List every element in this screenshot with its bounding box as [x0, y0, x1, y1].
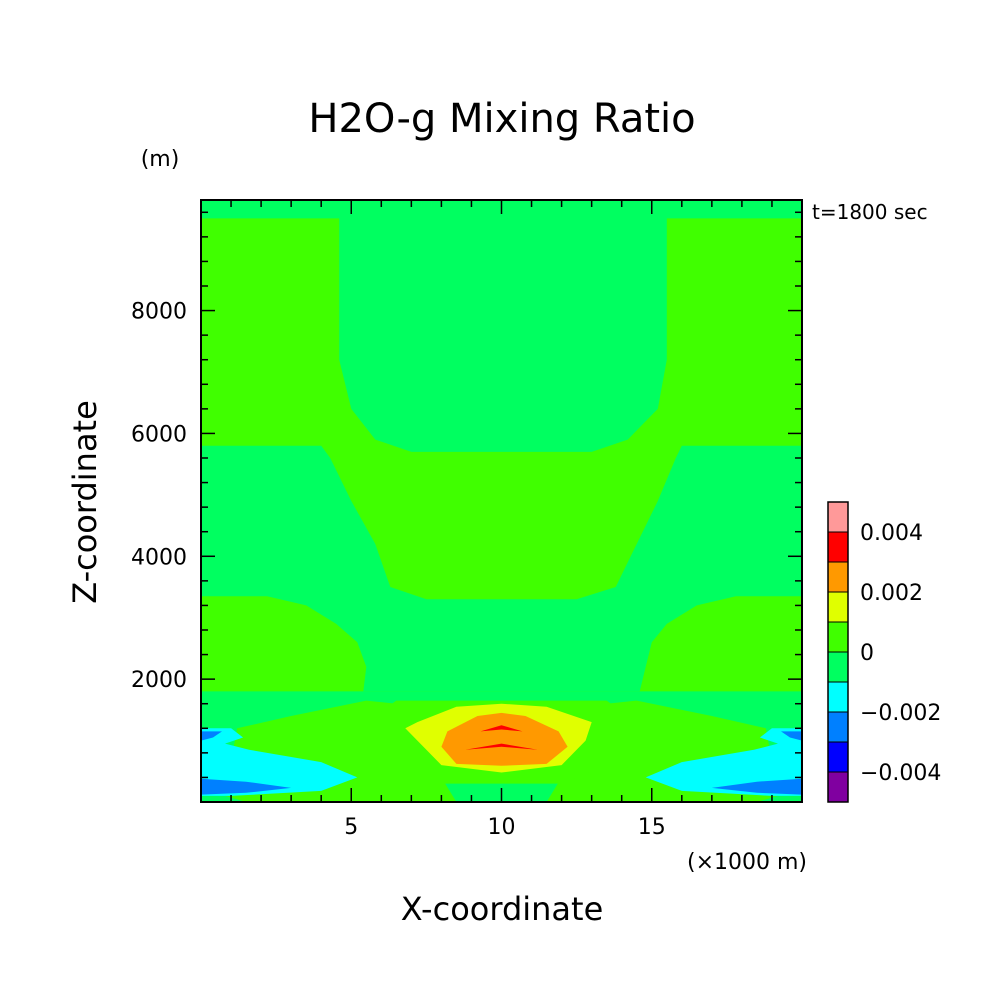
colorbar-swatch: [827, 591, 849, 623]
colorbar-label: 0.002: [860, 581, 923, 606]
colorbar-swatch: [827, 561, 849, 593]
chart-title: H2O-g Mixing Ratio: [308, 96, 695, 142]
contour-region-15: [781, 731, 802, 741]
colorbar-swatch: [827, 711, 849, 743]
contour-region-13: [201, 731, 222, 741]
axes: 5 10 15 2000 4000 6000 8000: [131, 199, 803, 840]
colorbar-swatch: [827, 501, 849, 533]
x-unit-label: (×1000 m): [687, 850, 807, 875]
y-tick-label: 6000: [131, 422, 187, 447]
x-tick-label: 10: [488, 815, 516, 840]
contour-region-11: [201, 728, 358, 796]
colorbar-swatch: [827, 771, 849, 803]
colorbar-swatch: [827, 741, 849, 773]
contour-region-8: [441, 712, 568, 766]
colorbar-swatch: [827, 531, 849, 563]
y-axis-title: Z-coordinate: [66, 400, 104, 604]
colorbar-swatch: [827, 651, 849, 683]
colorbar-frame: [827, 501, 849, 803]
contour-region-1: [201, 200, 802, 452]
colorbar-label: 0.004: [860, 521, 923, 546]
contour-fills: [201, 200, 802, 802]
contour-region-14: [201, 778, 292, 795]
colorbar: −0.004 −0.002 0 0.002 0.004: [827, 501, 941, 803]
x-tick-label: 5: [344, 815, 358, 840]
colorbar-swatch: [827, 621, 849, 653]
contour-region-9: [480, 725, 523, 732]
time-label: t=1800 sec: [812, 200, 928, 224]
y-tick-label: 4000: [131, 545, 187, 570]
colorbar-label: −0.002: [860, 701, 941, 726]
contour-region-10: [465, 743, 538, 750]
y-tick-label: 2000: [131, 668, 187, 693]
contour-region-2: [201, 445, 802, 692]
colorbar-swatch: [827, 681, 849, 713]
y-tick-label: 8000: [131, 300, 187, 325]
contour-region-12: [645, 728, 802, 796]
x-tick-label: 15: [638, 815, 666, 840]
contour-region-16: [711, 778, 802, 795]
colorbar-label: 0: [860, 641, 874, 666]
colorbar-label: −0.004: [860, 761, 941, 786]
y-unit-label: (m): [141, 147, 180, 172]
x-axis-title: X-coordinate: [401, 890, 604, 928]
